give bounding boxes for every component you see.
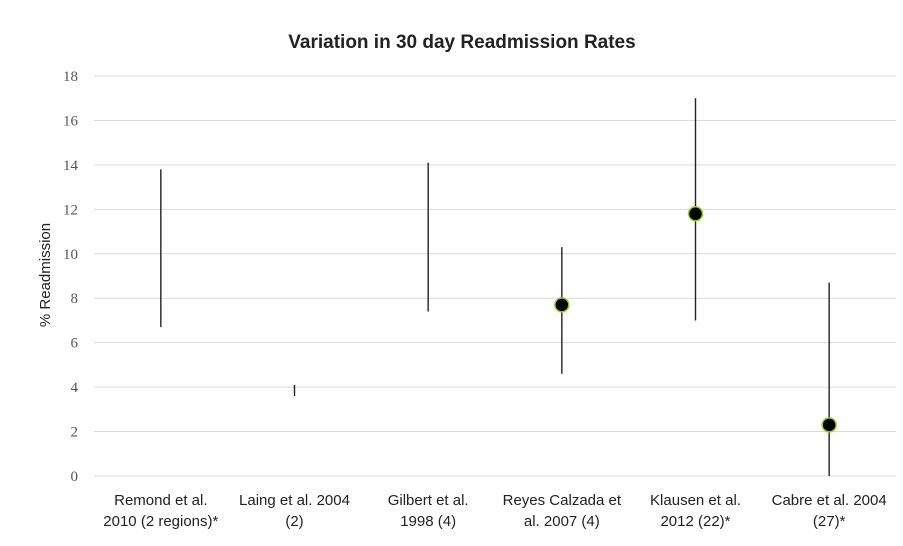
y-tick-label: 0 [71,469,79,485]
x-tick-label: Remond et al. 2010 (2 regions)* [103,492,218,530]
x-tick-label: Cabre et al. 2004 (27)* [772,492,887,530]
y-tick-label: 12 [63,202,78,218]
y-tick-label: 2 [71,425,79,441]
data-point [687,206,704,222]
y-axis-ticks: 0 2 4 6 8 10 12 14 16 18 [63,69,79,485]
y-tick-label: 18 [63,69,78,85]
data-point [554,297,570,313]
x-tick-label: Reyes Calzada et al. 2007 (4) [503,492,622,530]
range-lines [160,98,830,476]
y-tick-label: 8 [71,291,79,307]
x-tick-label: Klausen et al. 2012 (22)* [650,492,741,530]
data-point [821,417,837,433]
x-tick-label: Laing et al. 2004 (2) [239,492,350,530]
gridlines [94,75,896,477]
y-tick-label: 14 [63,158,79,174]
x-axis-ticks: Remond et al. 2010 (2 regions)* Laing et a… [103,492,886,530]
y-tick-label: 16 [63,113,79,129]
data-points [554,206,837,433]
x-tick-label: Gilbert et al. 1998 (4) [388,492,469,530]
y-axis-label: % Readmission [37,223,54,327]
chart-title: Variation in 30 day Readmission Rates [288,32,635,53]
y-tick-label: 4 [71,380,79,396]
y-tick-label: 6 [71,336,79,352]
y-tick-label: 10 [63,247,78,263]
